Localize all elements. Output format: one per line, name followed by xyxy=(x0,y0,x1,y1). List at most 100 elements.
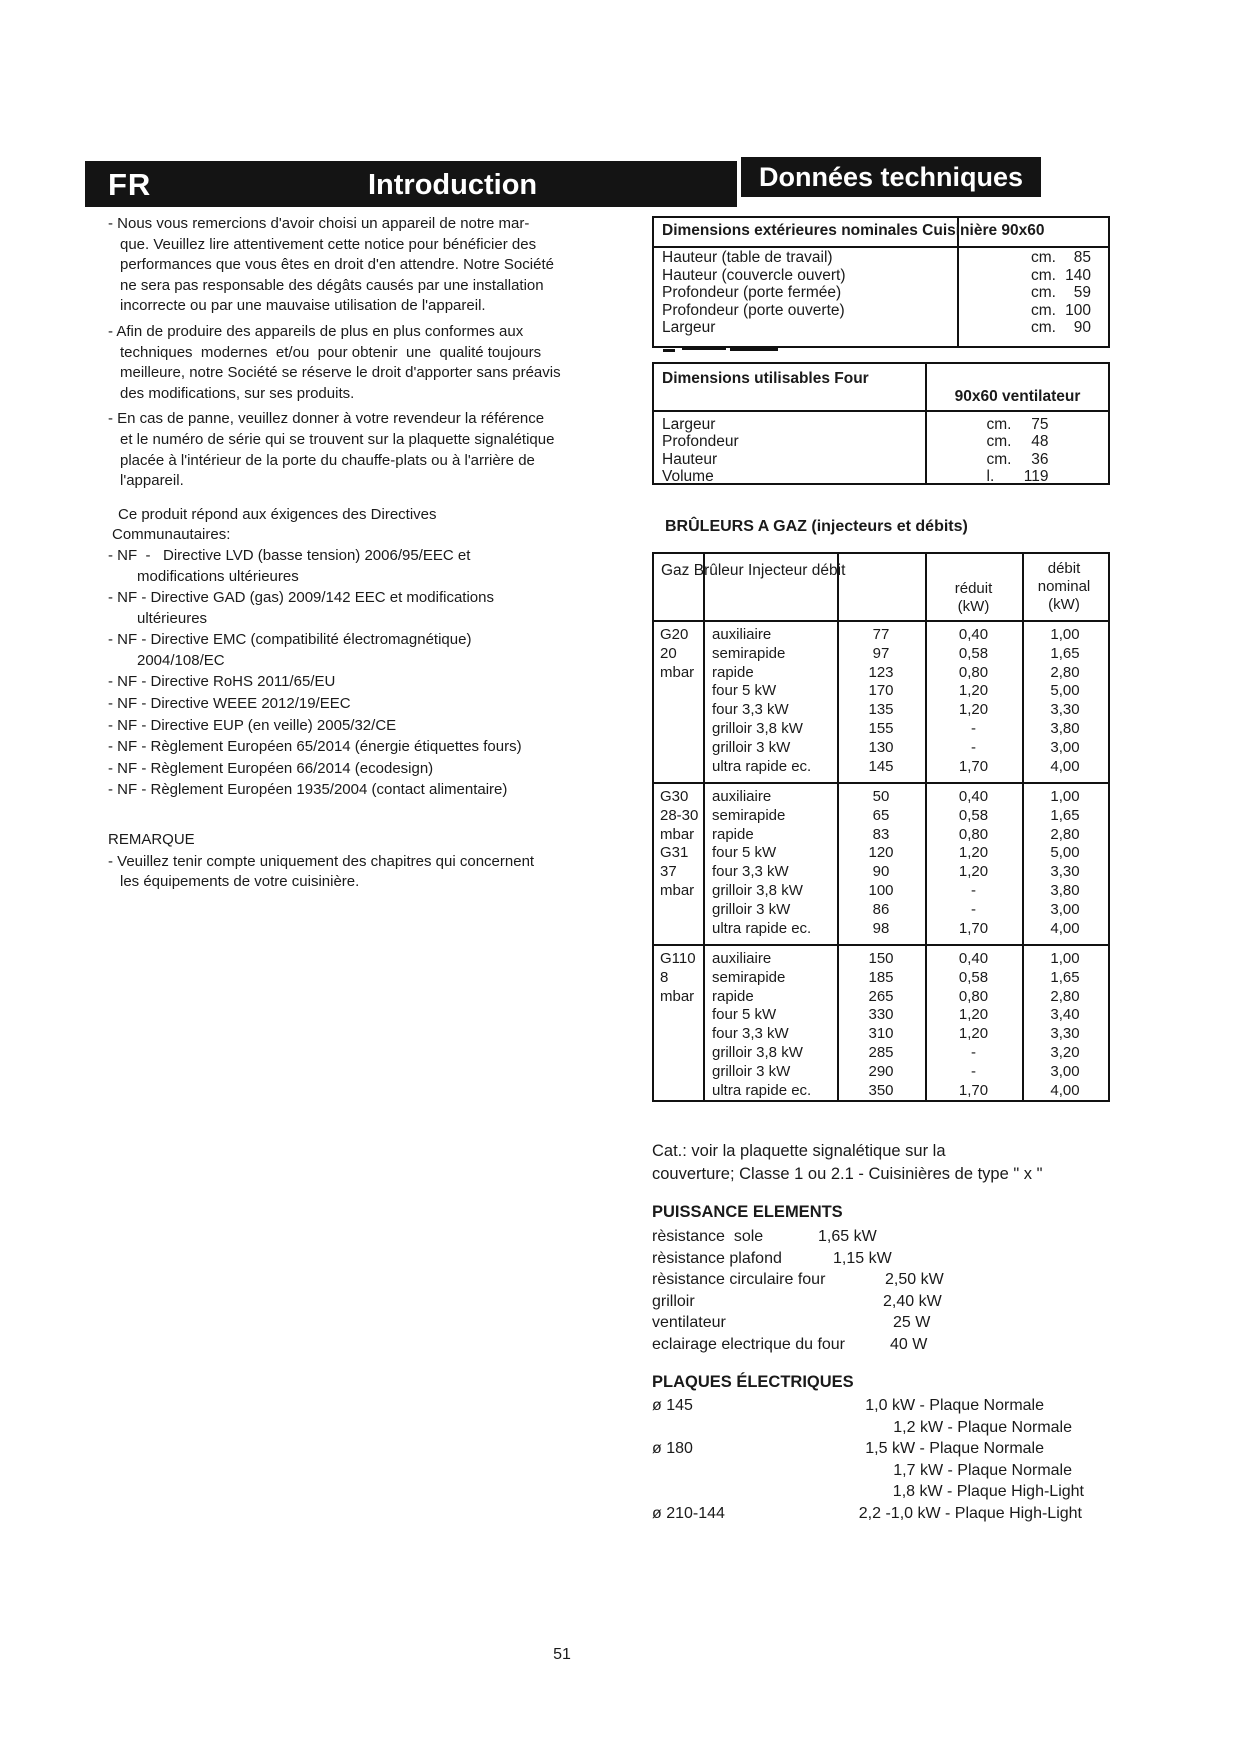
plaque-diameter-label: ø 180 xyxy=(652,1440,693,1457)
burner-gas-group: G30 28-30 mbar G31 37 mbar auxiliaire 50 0,40 1,0… xyxy=(654,784,1108,946)
injector-value: 120 xyxy=(868,844,894,862)
burners-header-nominal: débit nominal (kW) xyxy=(1022,560,1106,614)
dimension-unit: l. xyxy=(986,467,995,485)
scan-artifact-dash xyxy=(682,347,726,350)
burner-row: auxiliaire 77 0,40 1,00 xyxy=(703,626,1108,645)
reduced-power-value: 0,80 xyxy=(958,663,989,681)
remark-title: REMARQUE xyxy=(108,831,195,849)
table-dimensions-exterieures-labels: Hauteur (table de travail) Hauteur (couve… xyxy=(654,249,954,337)
directives-intro: Ce produit répond aux éxigences des Dire… xyxy=(108,505,608,546)
reduced-power-value: 0,58 xyxy=(958,644,989,662)
directive-line: - NF - Règlement Européen 66/2014 (ecode… xyxy=(108,759,434,777)
gas-type-line: G31 xyxy=(660,844,689,862)
gas-type-line: mbar xyxy=(660,663,695,681)
header-bar-introduction: FR Introduction xyxy=(85,161,737,207)
gas-type-cell: G20 20 mbar xyxy=(654,626,703,682)
burner-rows: auxiliaire 77 0,40 1,00 semirapide 97 0,58 1,65… xyxy=(703,626,1108,776)
dimension-number: 119 xyxy=(1023,467,1049,485)
table-header-divider xyxy=(654,410,1108,412)
nominal-power-value: 3,00 xyxy=(1050,900,1080,918)
burners-header-nominal-line: (kW) xyxy=(1048,596,1080,613)
directive-line: modifications ultérieures xyxy=(137,567,299,585)
injector-value: 65 xyxy=(872,806,890,824)
paragraph-line: incorrecte ou par une mauvaise utilisati… xyxy=(120,297,486,315)
gas-type-line: mbar xyxy=(660,987,695,1005)
puissance-label: grilloir xyxy=(652,1292,695,1310)
nominal-power-value: 3,30 xyxy=(1050,863,1080,881)
paragraph-line: - Nous vous remercions d'avoir choisi un… xyxy=(108,215,530,232)
burner-row: grilloir 3,8 kW 285 - 3,20 xyxy=(703,1044,1108,1063)
paragraph-line: et le numéro de série qui se trouvent su… xyxy=(120,430,555,448)
burner-row: four 5 kW 170 1,20 5,00 xyxy=(703,682,1108,701)
puissance-label: ventilateur xyxy=(652,1314,726,1331)
injector-value: 310 xyxy=(868,1025,894,1043)
reduced-power-value: - xyxy=(971,881,976,899)
burner-row: grilloir 3 kW 130 - 3,00 xyxy=(703,739,1108,758)
directive-line: 2004/108/EC xyxy=(137,651,225,669)
dimension-number: 85 xyxy=(1073,249,1091,266)
burner-name: four 3,3 kW xyxy=(712,863,789,881)
directive-line: - NF - Règlement Européen 1935/2004 (con… xyxy=(108,781,508,799)
dimension-value: cm. 140 xyxy=(957,267,1108,285)
plaque-row: ø 145 1,0 kW - Plaque Normale xyxy=(652,1395,1108,1417)
burner-row: grilloir 3,8 kW 155 - 3,80 xyxy=(703,720,1108,739)
injector-value: 100 xyxy=(868,881,894,899)
directive-line: - NF - Directive WEEE 2012/19/EEC xyxy=(108,695,351,713)
paragraph-line: performances que vous êtes en droit d'en… xyxy=(120,256,554,274)
plaques-rows: ø 145 1,0 kW - Plaque Normale 1,2 kW - Pla… xyxy=(652,1395,1108,1524)
injector-value: 50 xyxy=(872,788,890,805)
category-note-line: Cat.: voir la plaquette signalétique sur… xyxy=(652,1142,946,1160)
dimension-number: 140 xyxy=(1065,266,1091,284)
dimension-label: Largeur xyxy=(662,319,716,337)
directives-intro-line: Communautaires: xyxy=(112,526,231,544)
burner-row: rapide 123 0,80 2,80 xyxy=(703,664,1108,683)
reduced-power-value: 1,70 xyxy=(958,1081,989,1099)
table-column-divider xyxy=(837,554,839,1100)
nominal-power-value: 1,00 xyxy=(1050,788,1080,805)
plaque-power-value: 1,8 kW - Plaque High-Light xyxy=(892,1483,1084,1500)
burner-name: four 3,3 kW xyxy=(712,701,789,719)
burner-row: four 3,3 kW 90 1,20 3,30 xyxy=(703,863,1108,882)
burner-name: semirapide xyxy=(712,644,786,662)
plaque-power-value: 1,0 kW - Plaque Normale xyxy=(865,1397,1044,1414)
paragraph-line: ne sera pas responsable des dégâts causé… xyxy=(120,276,544,294)
scan-artifact-dash xyxy=(663,349,675,352)
table-column-divider xyxy=(957,218,959,346)
puissance-row: rèsistance circulaire four 2,50 kW xyxy=(652,1269,1108,1291)
reduced-power-value: 1,20 xyxy=(958,1025,989,1043)
burner-name: ultra rapide ec. xyxy=(712,757,812,775)
nominal-power-value: 2,80 xyxy=(1050,987,1080,1005)
directive-line: - NF - Directive RoHS 2011/65/EU xyxy=(108,673,336,691)
remark-line: les équipements de votre cuisinière. xyxy=(120,873,360,891)
injector-value: 145 xyxy=(868,757,894,775)
burner-name: rapide xyxy=(712,825,754,843)
scan-artifact-dash xyxy=(730,348,778,351)
nominal-power-value: 3,00 xyxy=(1050,1062,1080,1080)
burner-row: four 3,3 kW 135 1,20 3,30 xyxy=(703,701,1108,720)
burners-header-left: Gaz Brûleur Injecteur débit xyxy=(661,562,846,579)
burner-row: grilloir 3 kW 86 - 3,00 xyxy=(703,901,1108,920)
puissance-value: 1,15 kW xyxy=(833,1249,892,1267)
puissance-row: rèsistance plafond 1,15 kW xyxy=(652,1248,1108,1270)
dimension-value: cm. 100 xyxy=(957,302,1108,320)
gas-type-cell: G110 8 mbar xyxy=(654,950,703,1006)
puissance-label: rèsistance sole xyxy=(652,1228,764,1245)
directive-item: - NF - Directive GAD (gas) 2009/142 EEC … xyxy=(108,588,608,629)
burner-name: semirapide xyxy=(712,806,786,824)
directive-item: - NF - Directive EUP (en veille) 2005/32… xyxy=(108,716,608,737)
directive-line: - NF - Directive EUP (en veille) 2005/32… xyxy=(108,716,397,734)
directive-item: - NF - Directive RoHS 2011/65/EU xyxy=(108,672,608,693)
nominal-power-value: 3,20 xyxy=(1050,1043,1080,1061)
nominal-power-value: 3,30 xyxy=(1050,1025,1080,1043)
burner-name: rapide xyxy=(712,987,754,1005)
burner-name: four 5 kW xyxy=(712,1006,777,1024)
burners-header-reduit-line: (kW) xyxy=(957,598,990,615)
reduced-power-value: 1,20 xyxy=(958,844,989,862)
intro-paragraphs: - Nous vous remercions d'avoir choisi un… xyxy=(108,214,608,492)
paragraph-line: l'appareil. xyxy=(120,472,184,490)
injector-value: 350 xyxy=(868,1081,894,1099)
puissance-value: 2,50 kW xyxy=(885,1271,944,1288)
injector-value: 86 xyxy=(872,900,890,918)
reduced-power-value: 1,70 xyxy=(958,757,989,775)
reduced-power-value: 0,58 xyxy=(958,968,989,986)
